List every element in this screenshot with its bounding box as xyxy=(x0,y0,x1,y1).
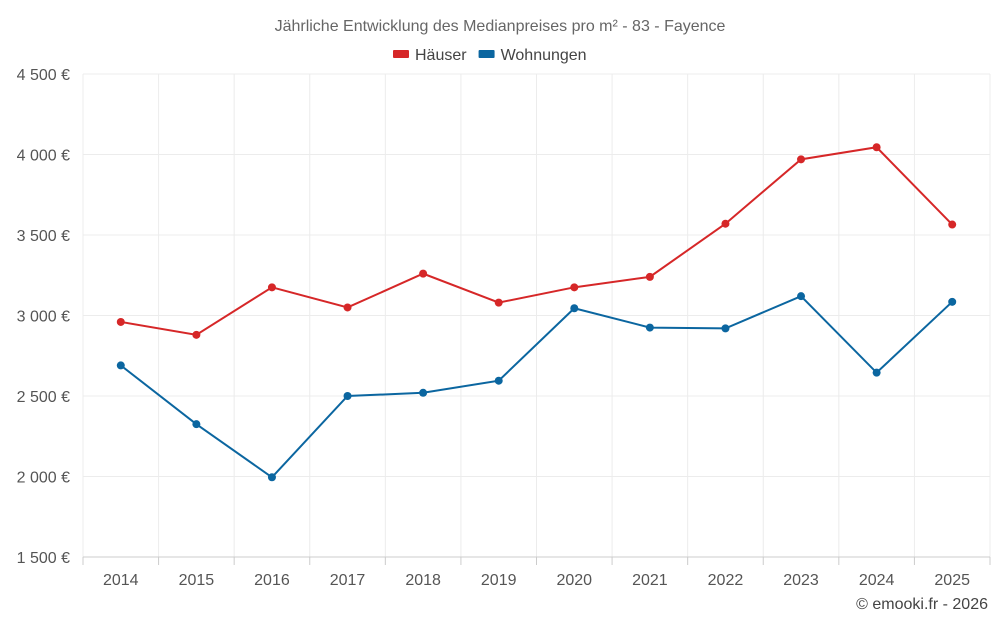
data-point[interactable] xyxy=(494,298,503,307)
y-tick-label: 3 000 € xyxy=(17,309,70,326)
data-point[interactable] xyxy=(721,219,730,228)
y-axis-tick-labels: 1 500 € 2 000 € 2 500 € 3 000 € 3 500 € 4 000… xyxy=(17,67,70,567)
data-point[interactable] xyxy=(797,155,806,164)
data-point[interactable] xyxy=(645,323,654,332)
legend[interactable]: Häuser Wohnungen xyxy=(393,47,587,64)
data-point[interactable] xyxy=(419,388,428,397)
data-point[interactable] xyxy=(721,324,730,333)
grid-lines xyxy=(82,73,991,565)
x-tick-label: 2025 xyxy=(934,572,970,589)
x-tick-label: 2021 xyxy=(632,572,668,589)
legend-item[interactable]: Häuser xyxy=(393,47,467,64)
data-point[interactable] xyxy=(948,220,957,229)
y-tick-label: 2 000 € xyxy=(17,470,70,487)
y-tick-label: 4 500 € xyxy=(17,67,70,84)
x-tick-label: 2016 xyxy=(254,572,290,589)
chart-title: Jährliche Entwicklung des Medianpreises … xyxy=(275,18,726,35)
data-point[interactable] xyxy=(192,420,201,429)
x-axis-tick-labels: 2014 2015 2016 2017 2018 2019 2020 2021 2022 2023… xyxy=(103,572,970,589)
legend-swatch xyxy=(393,50,409,58)
data-point[interactable] xyxy=(267,473,276,482)
data-point[interactable] xyxy=(570,304,579,313)
legend-swatch xyxy=(478,50,495,58)
y-tick-label: 2 500 € xyxy=(17,389,70,406)
series-1 xyxy=(116,292,957,482)
data-point[interactable] xyxy=(797,292,806,301)
data-point[interactable] xyxy=(948,297,957,306)
series-line xyxy=(120,294,953,479)
data-point[interactable] xyxy=(872,368,881,377)
y-tick-label: 3 500 € xyxy=(17,228,70,245)
credit-text: © emooki.fr - 2026 xyxy=(856,596,988,613)
data-point[interactable] xyxy=(267,283,276,292)
series-0 xyxy=(116,143,957,339)
data-point[interactable] xyxy=(116,361,125,370)
data-point[interactable] xyxy=(192,330,201,339)
x-tick-label: 2014 xyxy=(103,572,139,589)
x-tick-label: 2017 xyxy=(330,572,366,589)
x-tick-label: 2024 xyxy=(859,572,895,589)
x-tick-label: 2020 xyxy=(556,572,592,589)
data-point[interactable] xyxy=(645,272,654,281)
legend-label: Wohnungen xyxy=(501,47,587,64)
y-tick-label: 1 500 € xyxy=(17,550,70,567)
x-tick-label: 2018 xyxy=(405,572,441,589)
data-point[interactable] xyxy=(570,283,579,292)
data-point[interactable] xyxy=(872,143,881,152)
data-point[interactable] xyxy=(419,269,428,278)
data-point[interactable] xyxy=(116,317,125,326)
x-tick-label: 2023 xyxy=(783,572,819,589)
data-point[interactable] xyxy=(343,392,352,400)
legend-item[interactable]: Wohnungen xyxy=(478,47,587,64)
y-tick-label: 4 000 € xyxy=(17,148,70,165)
series-line xyxy=(120,146,953,336)
x-tick-label: 2022 xyxy=(708,572,744,589)
data-point[interactable] xyxy=(343,303,352,312)
legend-label: Häuser xyxy=(415,47,467,64)
x-tick-label: 2015 xyxy=(179,572,215,589)
data-point[interactable] xyxy=(494,376,503,385)
series-group xyxy=(116,143,957,482)
x-tick-label: 2019 xyxy=(481,572,517,589)
